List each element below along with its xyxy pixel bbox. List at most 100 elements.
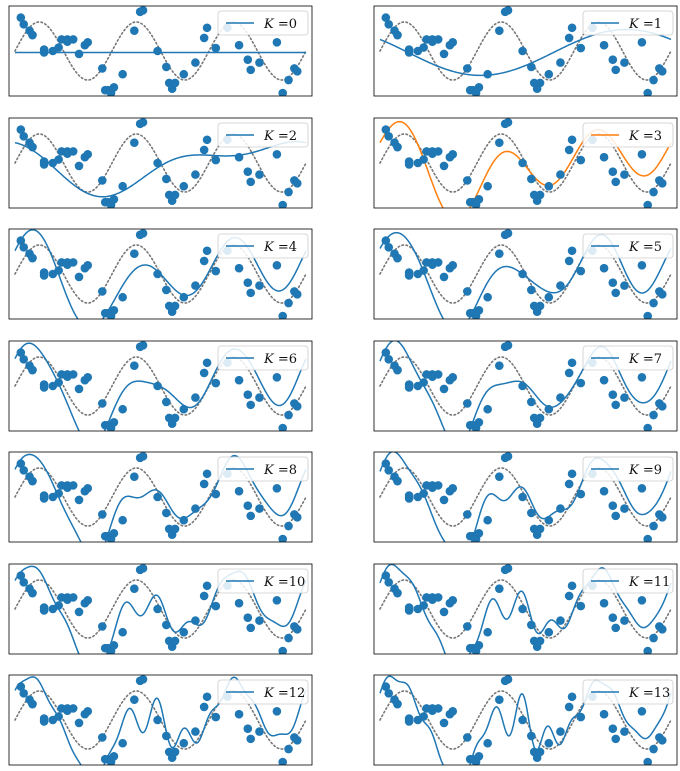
data-point — [74, 161, 84, 170]
data-point — [608, 55, 618, 65]
data-point — [255, 58, 264, 67]
data-point — [404, 159, 414, 169]
data-point — [448, 149, 458, 159]
data-point — [620, 58, 629, 67]
data-point — [211, 43, 221, 53]
data-point — [463, 733, 472, 742]
data-point — [153, 492, 162, 502]
data-point — [567, 246, 577, 256]
data-point — [179, 181, 189, 191]
data-point — [39, 717, 49, 726]
data-point — [153, 381, 162, 390]
data-point — [393, 30, 402, 40]
data-point — [384, 131, 394, 141]
data-point — [393, 699, 402, 709]
data-point — [170, 190, 180, 199]
data-point — [404, 271, 414, 280]
data-point — [419, 377, 428, 387]
data-point — [608, 278, 618, 288]
data-point — [234, 486, 244, 496]
data-point — [211, 266, 221, 276]
data-point — [620, 727, 629, 736]
data-point — [527, 62, 536, 72]
data-point — [657, 290, 667, 299]
data-point — [199, 702, 209, 712]
data-point — [448, 260, 458, 270]
plot-k-3: K =3 — [373, 117, 678, 208]
data-point — [448, 37, 458, 47]
data-point — [503, 6, 513, 15]
data-point — [567, 692, 577, 702]
data-point — [576, 155, 586, 164]
data-point — [54, 489, 63, 498]
data-point — [202, 692, 212, 702]
data-point — [118, 627, 127, 637]
data-point — [138, 229, 148, 238]
data-point — [74, 384, 84, 393]
data-point — [16, 13, 26, 22]
legend-box — [217, 456, 309, 482]
plot-k-2: K =2 — [8, 117, 313, 208]
data-point — [448, 483, 458, 493]
legend: K =13 — [582, 679, 674, 705]
data-point — [393, 142, 402, 151]
data-point — [191, 281, 200, 290]
data-point — [608, 612, 618, 622]
data-point — [599, 152, 609, 161]
data-point — [16, 570, 26, 580]
data-point — [649, 410, 658, 419]
data-point — [130, 137, 139, 147]
data-point — [448, 706, 458, 716]
data-point — [576, 43, 586, 53]
legend-label: K =1 — [628, 17, 662, 32]
data-point — [54, 266, 63, 275]
data-point — [255, 615, 264, 625]
data-point — [381, 570, 391, 580]
data-point — [567, 580, 577, 590]
plot-k-7: K =7 — [373, 340, 678, 431]
data-point — [620, 615, 629, 625]
plot-frame — [373, 451, 678, 543]
plot-k-9: K =9 — [373, 451, 678, 543]
data-point — [211, 489, 221, 499]
data-point — [384, 19, 394, 29]
data-point — [576, 601, 586, 610]
data-point — [535, 190, 545, 199]
plot-k-11: K =11 — [373, 563, 678, 654]
data-point — [564, 256, 574, 266]
data-point — [657, 178, 667, 188]
data-point — [199, 591, 209, 600]
data-point — [419, 43, 428, 52]
data-point — [191, 615, 200, 625]
data-point — [404, 48, 414, 57]
fit-line-k-12 — [14, 676, 307, 765]
data-point — [649, 75, 658, 85]
plot-k-0: K =0 — [8, 5, 313, 97]
data-point — [495, 360, 504, 370]
data-point — [535, 524, 545, 534]
data-point — [199, 256, 209, 266]
data-point — [544, 738, 554, 748]
data-point — [384, 465, 394, 475]
plot-frame — [8, 563, 313, 654]
data-point — [564, 33, 574, 43]
data-point — [211, 155, 221, 164]
data-point — [234, 40, 244, 50]
data-point — [611, 623, 621, 632]
plot-frame — [373, 674, 678, 766]
legend-label: K =3 — [628, 129, 662, 144]
data-point — [419, 489, 428, 498]
plot-k-10: K =10 — [8, 563, 313, 654]
data-point — [643, 200, 653, 208]
data-point — [527, 620, 536, 629]
data-point — [234, 598, 244, 607]
data-point — [567, 23, 577, 33]
data-point — [576, 266, 586, 276]
data-point — [179, 404, 189, 414]
data-point — [599, 598, 609, 607]
data-point — [292, 67, 302, 76]
data-point — [292, 513, 302, 522]
data-point — [643, 423, 653, 431]
data-point — [649, 521, 658, 531]
data-point — [278, 423, 288, 431]
